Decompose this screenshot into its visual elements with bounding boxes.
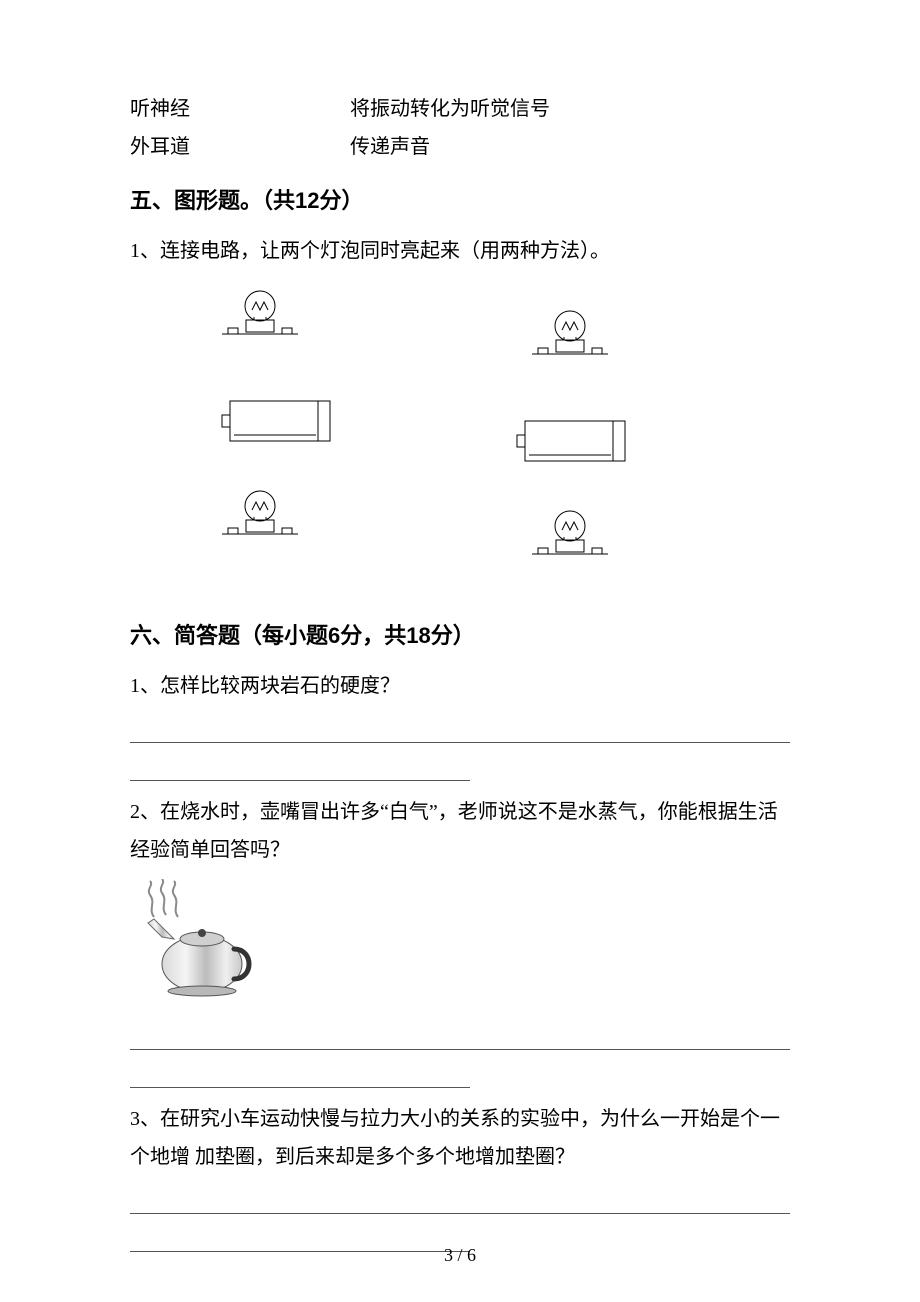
document-page: 听神经 将振动转化为听觉信号 外耳道 传递声音 五、图形题。（共12分） 1、连…: [0, 0, 920, 1302]
carryover-cell: 外耳道: [130, 128, 350, 166]
page-number: 3 / 6: [0, 1238, 920, 1272]
answer-line: [130, 1024, 790, 1050]
answer-line: [130, 1188, 790, 1214]
section6-q1-text: 1、怎样比较两块岩石的硬度？: [130, 667, 790, 705]
circuit-svg: [170, 286, 750, 586]
section6-q2-text: 2、在烧水时，壶嘴冒出许多“白气”，老师说这不是水蒸气，你能根据生活经验简单回答…: [130, 793, 790, 869]
answer-line: [130, 755, 470, 781]
answer-line: [130, 1062, 470, 1088]
kettle-svg: [130, 879, 260, 999]
section5-q1-text: 1、连接电路，让两个灯泡同时亮起来（用两种方法）。: [130, 232, 790, 270]
answer-line: [130, 717, 790, 743]
section6-q3-text: 3、在研究小车运动快慢与拉力大小的关系的实验中，为什么一开始是个一个地增 加垫圈…: [130, 1100, 790, 1176]
carryover-block: 听神经 将振动转化为听觉信号 外耳道 传递声音: [130, 90, 790, 166]
carryover-cell: 听神经: [130, 90, 350, 128]
section6-heading: 六、简答题（每小题6分，共18分）: [130, 615, 790, 657]
section5-heading: 五、图形题。（共12分）: [130, 180, 790, 222]
carryover-row: 外耳道 传递声音: [130, 128, 790, 166]
carryover-cell: 将振动转化为听觉信号: [350, 90, 790, 128]
carryover-row: 听神经 将振动转化为听觉信号: [130, 90, 790, 128]
kettle-illustration: [130, 879, 790, 1012]
carryover-cell: 传递声音: [350, 128, 790, 166]
circuit-diagram: [170, 286, 790, 599]
